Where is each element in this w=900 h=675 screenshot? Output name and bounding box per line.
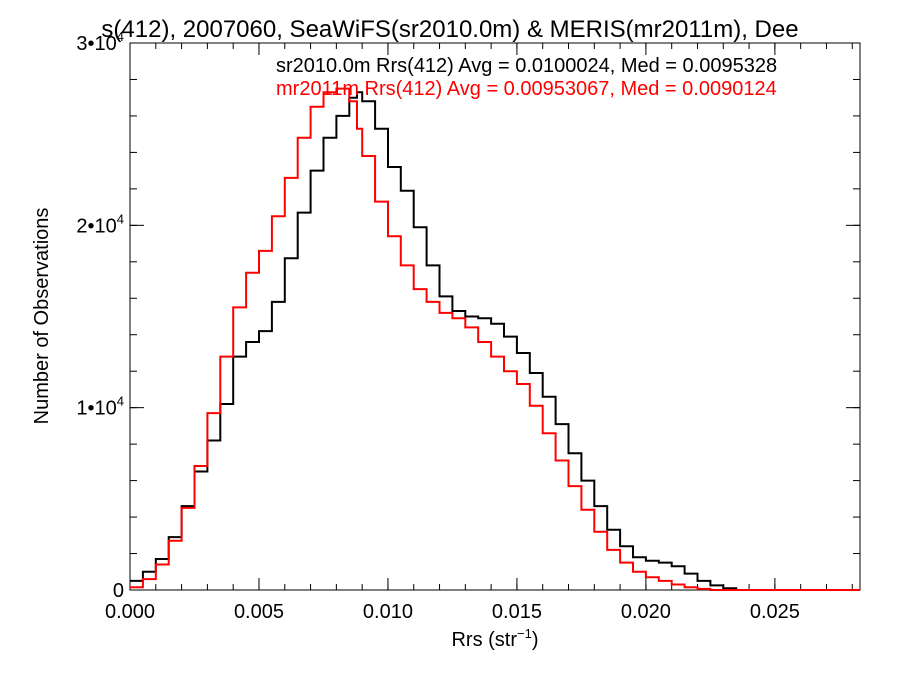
series-lines [130,87,860,591]
series-line-mr2011m [130,87,860,591]
series-line-sr2010.0m [130,91,860,591]
legend-entry-mr2011m: mr2011m Rrs(412) Avg = 0.00953067, Med =… [276,78,777,100]
axis-tick-labels: 0.000 0.005 0.010 0.015 0.020 0.025 0 1•104 2•10… [76,29,800,623]
x-tick-label-4: 0.020 [621,601,671,623]
legend-entry-sr2010.0m: sr2010.0m Rrs(412) Avg = 0.0100024, Med … [276,55,777,77]
x-tick-label-1: 0.005 [234,601,284,623]
y-tick-label-3: 3•104 [76,29,124,55]
plot-frame [129,42,861,591]
legend: sr2010.0m Rrs(412) Avg = 0.0100024, Med … [276,55,777,100]
x-tick-label-3: 0.015 [492,601,542,623]
x-axis-label: Rrs (str−1) [451,626,538,651]
x-tick-label-2: 0.010 [363,601,413,623]
x-tick-label-0: 0.000 [105,601,155,623]
x-tick-label-5: 0.025 [750,601,800,623]
y-tick-label-0: 0 [113,580,124,602]
y-tick-label-1: 1•104 [76,394,124,420]
y-axis-label: Number of Observations [31,208,53,425]
chart-title: s(412), 2007060, SeaWiFS(sr2010.0m) & ME… [101,16,798,43]
axis-ticks [129,42,860,591]
y-tick-label-2: 2•104 [76,211,124,237]
